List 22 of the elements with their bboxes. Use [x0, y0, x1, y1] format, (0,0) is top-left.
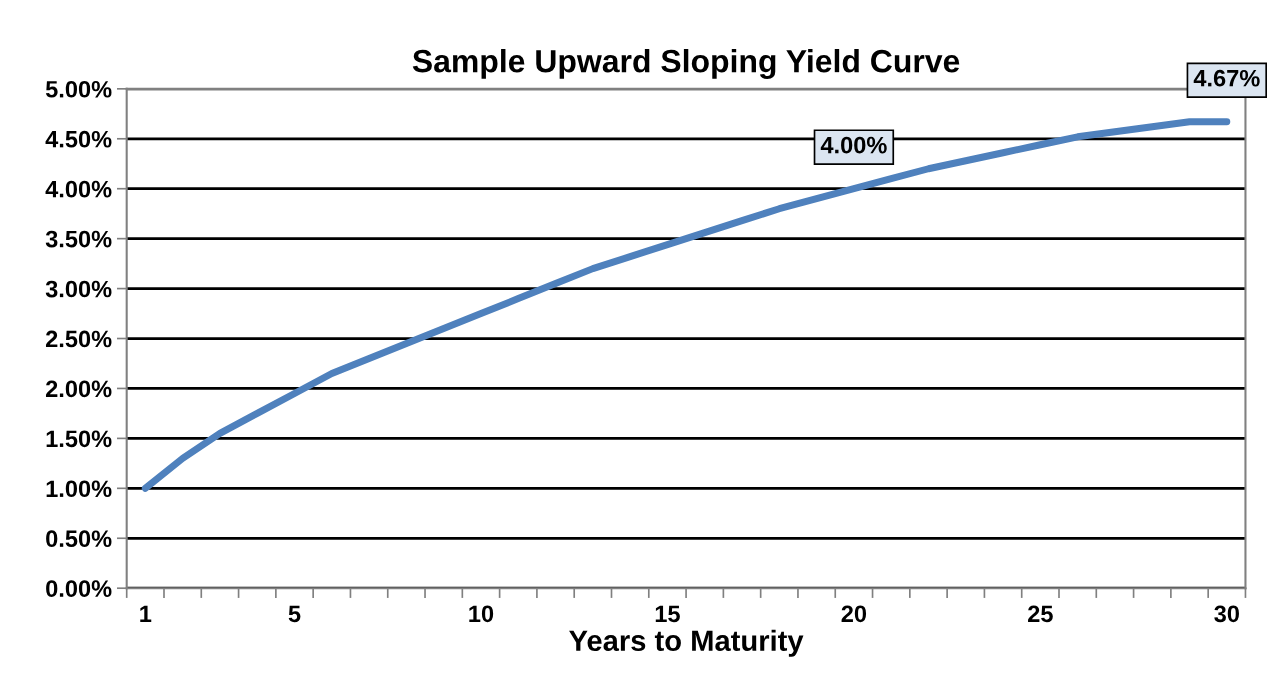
x-tick-label: 5	[288, 605, 301, 623]
y-tick-label: 0.00%	[46, 580, 112, 597]
x-tick-label: 15	[655, 605, 680, 623]
data-label: 4.00%	[820, 136, 887, 154]
x-tick-label: 10	[469, 605, 494, 623]
x-tick-label: 25	[1028, 605, 1053, 623]
y-tick-label: 1.50%	[46, 430, 112, 448]
chart-title: Sample Upward Sloping Yield Curve	[412, 49, 960, 79]
y-tick-label: 3.50%	[45, 230, 112, 248]
y-tick-label: 0.50%	[46, 530, 112, 548]
x-tick-label: 20	[841, 605, 867, 623]
x-tick-label: 1	[140, 605, 152, 622]
y-tick-label: 5.00%	[45, 80, 112, 98]
x-axis-title: Years to Maturity	[569, 629, 804, 657]
y-tick-label: 4.50%	[45, 130, 112, 148]
y-tick-label: 2.00%	[45, 380, 112, 398]
y-tick-label: 4.00%	[45, 180, 112, 198]
x-tick-label: 30	[1214, 605, 1239, 623]
y-tick-label: 2.50%	[45, 330, 112, 348]
y-tick-label: 1.00%	[46, 480, 112, 498]
data-label: 4.67%	[1193, 69, 1260, 87]
y-tick-label: 3.00%	[45, 280, 112, 298]
